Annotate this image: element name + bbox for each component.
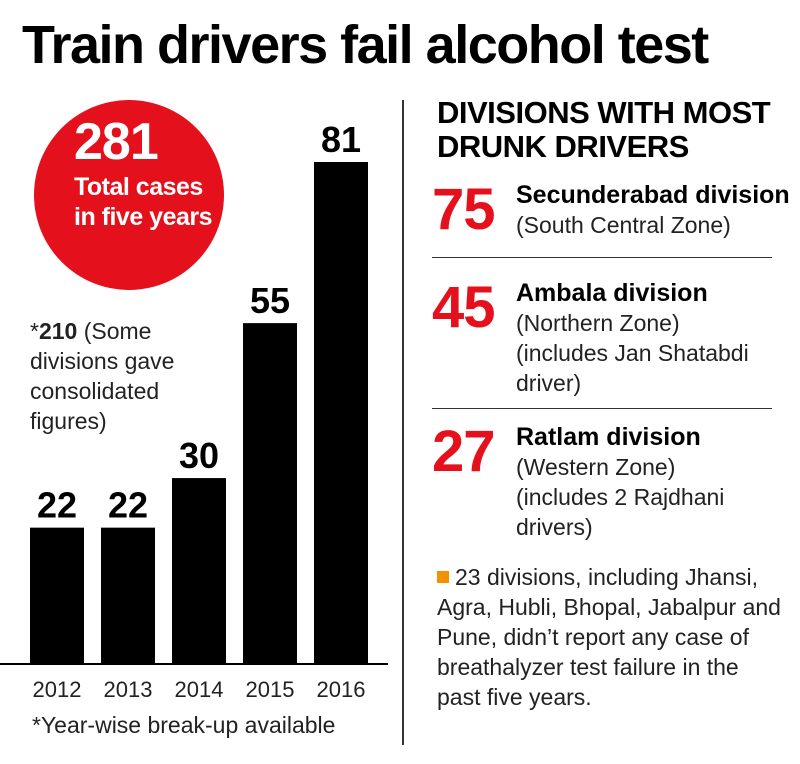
divisions-heading: DIVISIONS WITH MOST DRUNK DRIVERS [437,95,771,164]
bar-2015 [243,323,297,664]
no-cases-note: 23 divisions, including Jhansi, Agra, Hu… [437,562,782,712]
division-name: Secunderabad division [516,181,790,209]
note-text: (Some divisions gave consolidated figure… [30,318,175,434]
bar-2012 [30,527,84,664]
bar-chart: 22 2012 22 2013 30 2014 55 2015 81 2016 [0,119,388,702]
tick-label-2014: 2014 [175,677,224,702]
division-count: 27 [432,419,496,484]
bar-2016 [314,162,368,664]
data-label-2015: 55 [250,280,290,321]
consolidated-note: *210 (Some divisions gave consolidated f… [30,316,200,436]
tick-label-2016: 2016 [317,677,366,702]
division-note: (includes Jan Shatabdi driver) [516,340,749,396]
tick-label-2013: 2013 [104,677,153,702]
data-label-2016: 81 [321,119,361,160]
orange-square-icon [437,571,449,583]
division-entry: 75 Secunderabad division (South Central … [432,177,790,250]
division-note: (includes 2 Rajdhani drivers) [516,484,725,540]
total-cases-circle: 281 Total cases in five years [34,100,224,290]
bar-2013 [101,527,155,664]
division-name: Ratlam division [516,423,701,451]
division-name: Ambala division [516,279,708,307]
tick-label-2012: 2012 [33,677,82,702]
page-title: Train drivers fail alcohol test [22,15,709,75]
divider-line [432,257,772,258]
tick-label-2015: 2015 [246,677,295,702]
data-label-2014: 30 [179,435,219,476]
divider-line [432,408,772,409]
division-entry: 27 Ratlam division (Western Zone) (inclu… [432,422,777,542]
data-label-2013: 22 [108,485,148,526]
division-zone: (South Central Zone) [516,212,731,238]
note-number: 210 [38,318,78,344]
division-zone: (Northern Zone) [516,310,680,336]
data-label-2012: 22 [37,485,77,526]
division-count: 75 [432,177,496,242]
bar-2014 [172,478,226,664]
division-count: 45 [432,275,496,340]
division-zone: (Western Zone) [516,454,676,480]
column-divider [402,100,404,745]
note-prefix: * [30,318,39,344]
chart-footnote: *Year-wise break-up available [32,712,336,738]
no-cases-text: 23 divisions, including Jhansi, Agra, Hu… [437,564,781,710]
total-cases-label: Total cases in five years [74,173,213,231]
division-entry: 45 Ambala division (Northern Zone) (incl… [432,278,777,398]
total-cases-number: 281 [74,113,159,171]
